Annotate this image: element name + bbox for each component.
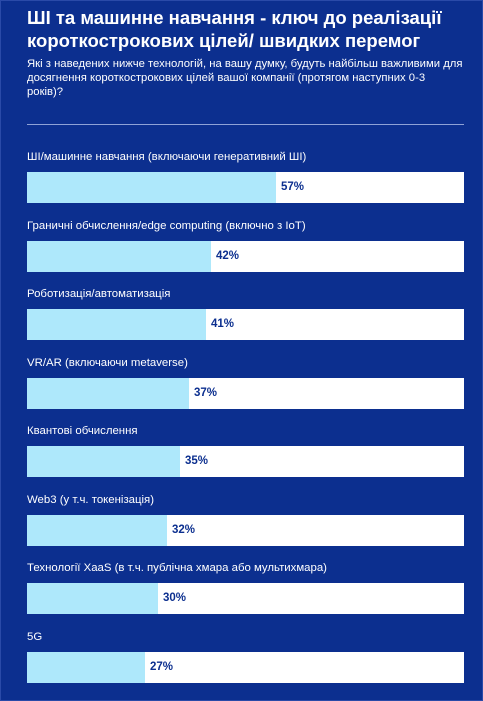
bar	[27, 651, 145, 683]
data-label: 27%	[150, 660, 174, 673]
category-label: 5G	[27, 630, 43, 643]
bar-track: 37%	[27, 377, 464, 409]
bar	[27, 240, 211, 272]
data-label: 30%	[163, 592, 187, 604]
page-title: ШІ та машинне навчання - ключ до реаліза…	[27, 7, 442, 51]
bar-track: 32%	[27, 514, 464, 546]
category-label: Технології XaaS (в т.ч. публічна хмара а…	[27, 562, 327, 574]
bar-track: 41%	[27, 309, 464, 340]
bar	[27, 309, 206, 340]
bar-track: 57%	[27, 172, 464, 203]
data-label: 32%	[172, 523, 196, 536]
data-label: 57%	[281, 181, 305, 193]
data-label: 37%	[194, 386, 218, 399]
data-label: 41%	[211, 318, 235, 330]
data-label: 35%	[185, 455, 209, 467]
bar	[27, 446, 180, 477]
bar	[27, 377, 189, 409]
category-label: Квантові обчислення	[27, 425, 138, 437]
bar	[27, 583, 158, 614]
category-label: VR/AR (включаючи metaverse)	[27, 356, 188, 369]
category-label: Web3 (у т.ч. токенізація)	[27, 493, 155, 506]
bar-track: 42%	[27, 240, 464, 272]
category-label: Граничні обчислення/edge computing (вклю…	[27, 219, 306, 232]
bar	[27, 172, 276, 203]
bar-track: 30%	[27, 583, 464, 614]
survey-question: Які з наведених нижче технологій, на ваш…	[27, 58, 463, 98]
data-label: 42%	[216, 249, 240, 262]
category-label: Роботизація/автоматизація	[27, 288, 171, 300]
divider	[27, 124, 464, 125]
bar	[27, 514, 167, 546]
bar-track: 35%	[27, 446, 464, 477]
bar-track: 27%	[27, 651, 464, 683]
category-label: ШІ/машинне навчання (включаючи генератив…	[27, 151, 307, 163]
